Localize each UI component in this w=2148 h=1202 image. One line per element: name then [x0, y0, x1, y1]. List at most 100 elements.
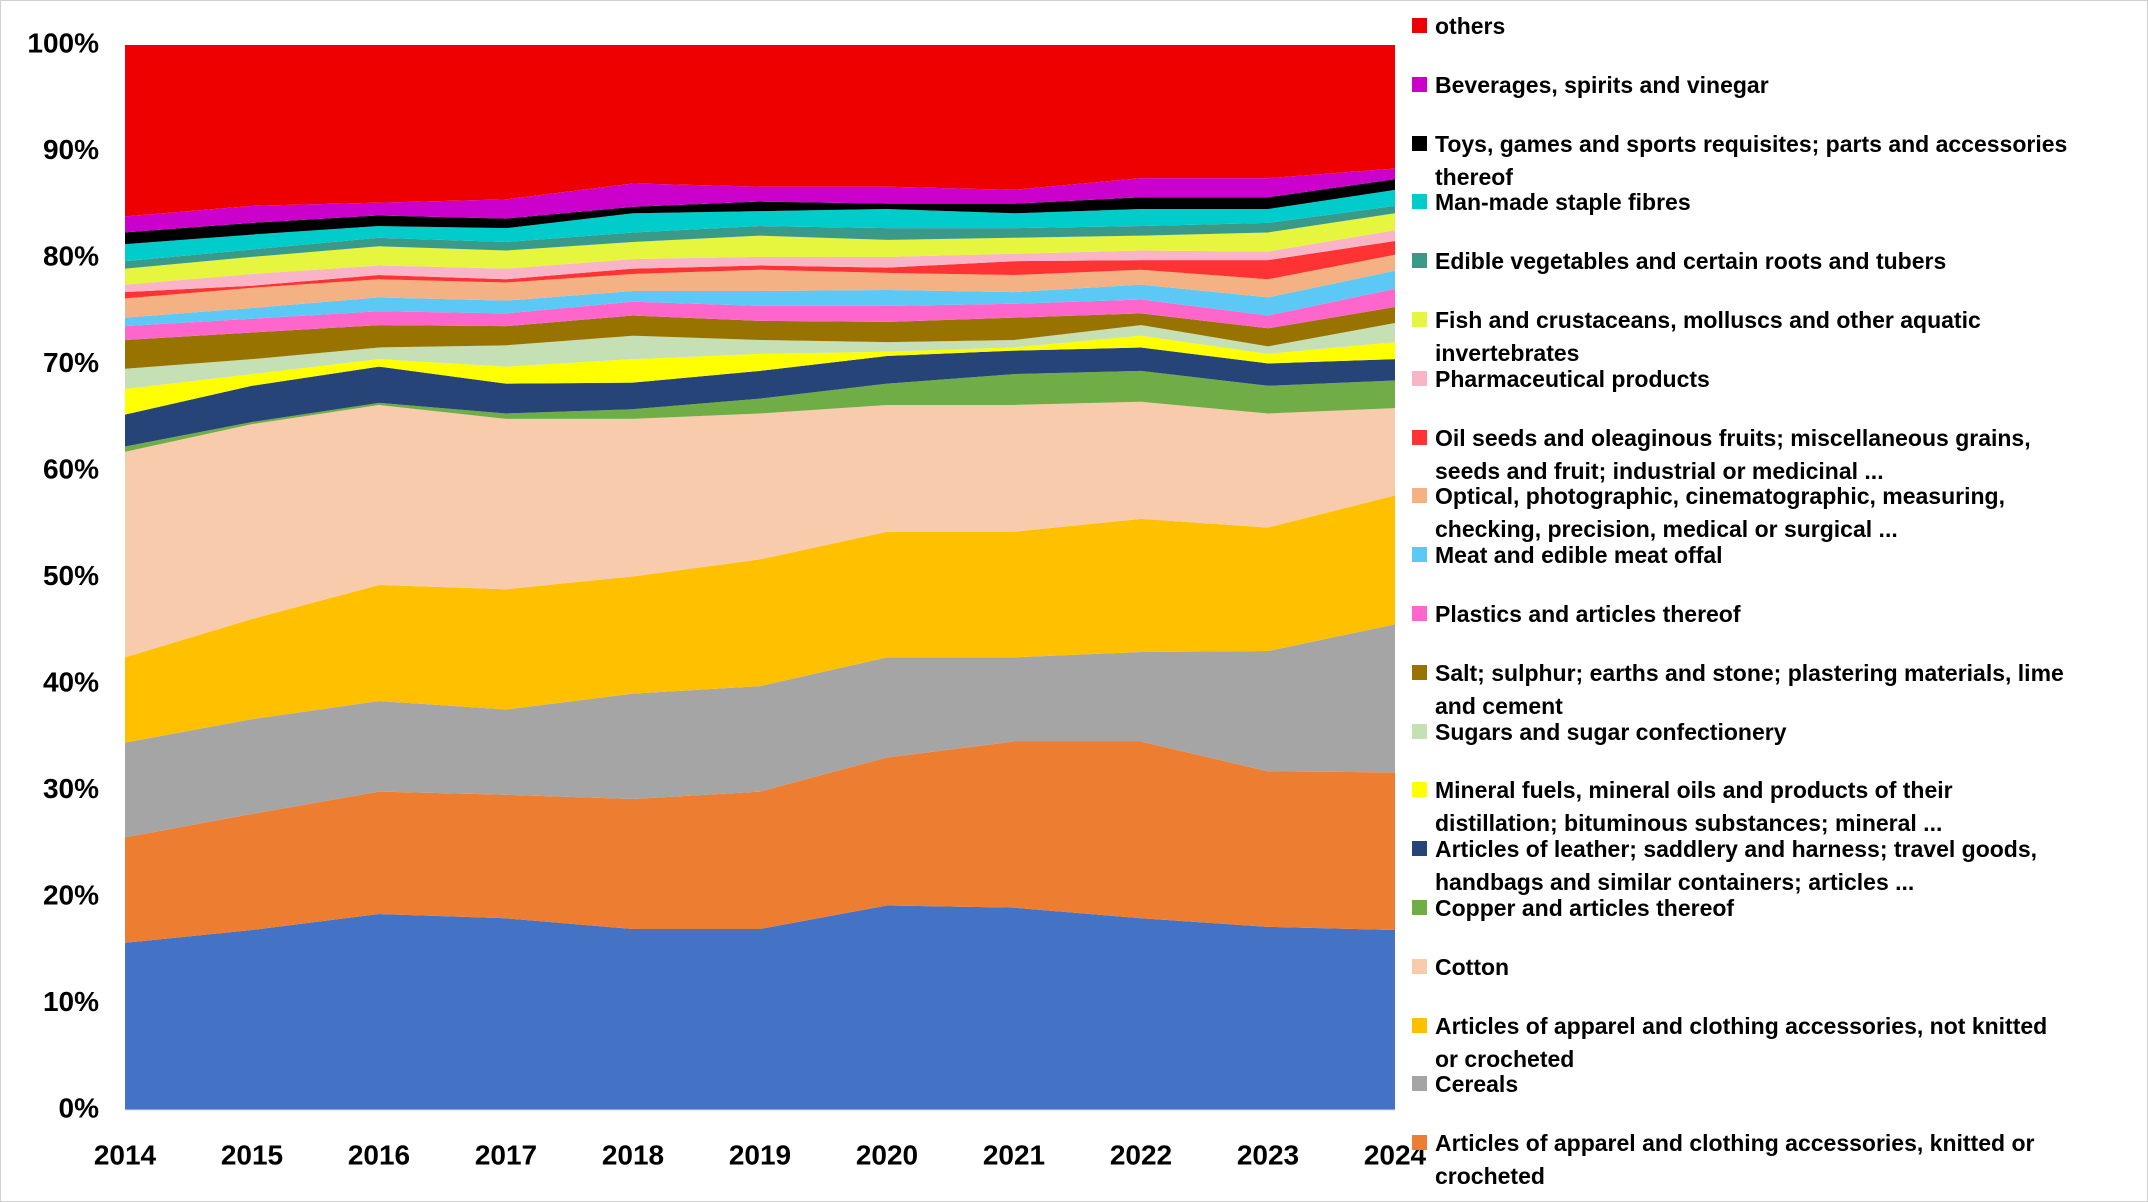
legend-label: Copper and articles thereof	[1435, 895, 1735, 921]
legend-item: Toys, games and sports requisites; parts…	[1412, 128, 2072, 194]
area	[125, 401, 1395, 658]
legend-item: Pharmaceutical products	[1412, 363, 2072, 396]
legend-label: Cotton	[1435, 953, 1510, 980]
legend-item: Salt; sulphur; earths and stone; plaster…	[1412, 657, 2072, 723]
y-tick-label: 40%	[43, 666, 99, 697]
y-tick-label: 0%	[59, 1092, 100, 1123]
legend-item: Copper and articles thereof	[1412, 892, 2072, 925]
legend-label: Edible vegetables and certain roots and …	[1435, 248, 1947, 275]
legend-swatch	[1412, 958, 1427, 974]
y-tick-label: 30%	[43, 773, 99, 804]
legend-swatch	[1412, 900, 1427, 915]
legend-item: Mineral fuels, mineral oils and products…	[1412, 774, 2072, 840]
area	[125, 213, 1395, 285]
legend-item: Edible vegetables and certain roots and …	[1412, 245, 2072, 278]
y-tick-label: 60%	[43, 453, 99, 484]
legend-item: Articles of apparel and clothing accesso…	[1412, 1010, 2072, 1076]
legend-item: Cotton	[1412, 951, 2072, 984]
legend-label: Articles of apparel and clothing accesso…	[1435, 1130, 2035, 1190]
legend-item: Man-made staple fibres	[1412, 186, 2072, 219]
area	[125, 189, 1395, 262]
area	[125, 45, 1395, 217]
legend-swatch	[1412, 370, 1427, 386]
y-tick-label: 70%	[43, 347, 99, 378]
y-tick-label: 10%	[43, 986, 99, 1017]
legend-swatch	[1412, 194, 1427, 210]
x-tick-label: 2015	[221, 1139, 283, 1170]
legend-label: Plastics and articles thereof	[1435, 601, 1741, 627]
legend-item: others	[1412, 10, 2072, 43]
legend-item: Beverages, spirits and vinegar	[1412, 69, 2072, 102]
y-tick-label: 20%	[43, 879, 99, 910]
y-tick-label: 90%	[43, 134, 99, 165]
legend-label: Salt; sulphur; earths and stone; plaster…	[1435, 659, 2064, 719]
legend-label: Oil seeds and oleaginous fruits; miscell…	[1435, 424, 2031, 484]
area	[125, 370, 1395, 452]
legend-swatch	[1412, 429, 1427, 445]
x-tick-label: 2023	[1237, 1139, 1299, 1170]
legend-label: Fish and crustaceans, molluscs and other…	[1435, 307, 1981, 366]
legend-item: Meat and edible meat offal	[1412, 539, 2072, 572]
legend-swatch	[1412, 1017, 1427, 1033]
legend-swatch	[1412, 664, 1427, 680]
legend-label: Mineral fuels, mineral oils and products…	[1435, 777, 1953, 837]
legend-label: Man-made staple fibres	[1435, 189, 1691, 216]
legend-swatch	[1412, 488, 1427, 504]
legend-label: Articles of leather; saddlery and harnes…	[1435, 836, 2038, 896]
legend-swatch	[1412, 723, 1427, 739]
area	[125, 905, 1395, 1110]
legend-item: Plastics and articles thereof	[1412, 598, 2072, 631]
x-tick-label: 2018	[602, 1139, 664, 1170]
legend-swatch	[1412, 1076, 1427, 1092]
legend-item: Oil seeds and oleaginous fruits; miscell…	[1412, 422, 2072, 488]
area	[125, 741, 1395, 943]
area	[125, 230, 1395, 293]
x-tick-label: 2017	[475, 1139, 537, 1170]
area	[125, 168, 1395, 233]
y-tick-label: 80%	[43, 240, 99, 271]
legend-item: Articles of apparel and clothing accesso…	[1412, 1127, 2072, 1193]
legend-label: Pharmaceutical products	[1435, 365, 1710, 392]
legend-swatch	[1412, 841, 1427, 857]
x-tick-label: 2021	[983, 1139, 1045, 1170]
area	[125, 322, 1395, 389]
legend-swatch	[1412, 135, 1427, 151]
legend-swatch	[1412, 312, 1427, 327]
y-tick-label: 100%	[27, 27, 99, 58]
legend-label: Toys, games and sports requisites; parts…	[1435, 130, 2068, 190]
legend-label: Sugars and sugar confectionery	[1435, 718, 1787, 745]
legend-item: Optical, photographic, cinematographic, …	[1412, 480, 2072, 546]
area	[125, 240, 1395, 299]
x-tick-label: 2019	[729, 1139, 791, 1170]
legend-swatch	[1412, 606, 1427, 621]
legend-swatch	[1412, 253, 1427, 269]
legend-label: others	[1435, 13, 1506, 39]
area	[125, 347, 1395, 447]
legend-label: Beverages, spirits and vinegar	[1435, 71, 1769, 98]
legend-item: Cereals	[1412, 1068, 2072, 1101]
area	[125, 624, 1395, 838]
legend-swatch	[1412, 547, 1427, 563]
x-tick-label: 2014	[94, 1139, 157, 1170]
legend-swatch	[1412, 1135, 1427, 1151]
legend-label: Meat and edible meat offal	[1435, 542, 1723, 569]
legend-item: Articles of leather; saddlery and harnes…	[1412, 833, 2072, 899]
x-tick-label: 2020	[856, 1139, 918, 1170]
legend-item: Sugars and sugar confectionery	[1412, 716, 2072, 749]
area	[125, 254, 1395, 318]
legend-label: Cereals	[1435, 1071, 1519, 1098]
legend-item: Fish and crustaceans, molluscs and other…	[1412, 304, 2072, 370]
legend-swatch	[1412, 782, 1427, 798]
legend-label: Optical, photographic, cinematographic, …	[1435, 483, 2005, 543]
legend-swatch	[1412, 76, 1427, 92]
area	[125, 270, 1395, 327]
y-tick-label: 50%	[43, 560, 99, 591]
x-tick-label: 2022	[1110, 1139, 1172, 1170]
area	[125, 306, 1395, 369]
x-tick-label: 2016	[348, 1139, 410, 1170]
legend-swatch	[1412, 18, 1427, 33]
area	[125, 495, 1395, 743]
legend-label: Articles of apparel and clothing accesso…	[1435, 1012, 2048, 1072]
